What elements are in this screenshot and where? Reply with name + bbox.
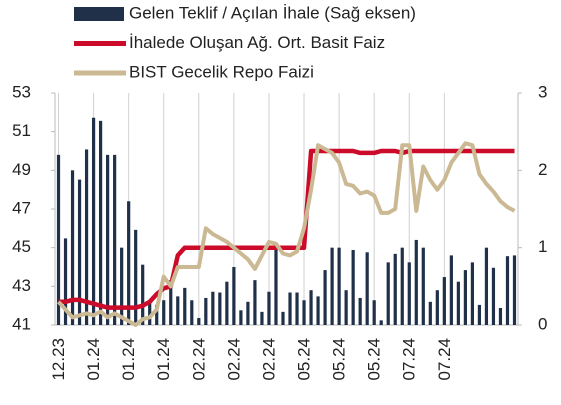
- bar: [491, 267, 496, 325]
- bar: [407, 262, 411, 325]
- y2-tick-label: 1: [538, 237, 547, 256]
- bar: [267, 291, 271, 325]
- bar: [204, 297, 208, 325]
- bar: [148, 300, 152, 325]
- bar: [344, 290, 348, 325]
- bar: [365, 252, 369, 325]
- bar: [134, 229, 138, 325]
- bar: [98, 120, 103, 325]
- bar: [232, 267, 236, 325]
- bar: [456, 281, 460, 325]
- y-tick-label: 51: [12, 121, 31, 140]
- bar: [91, 117, 96, 325]
- bar: [218, 292, 222, 325]
- bar: [505, 256, 510, 325]
- bar: [120, 247, 124, 325]
- bar: [197, 318, 201, 325]
- x-tick-label: 05.24: [295, 338, 314, 381]
- legend-label: Gelen Teklif / Açılan İhale (Sağ eksen): [129, 3, 416, 22]
- bar: [449, 255, 453, 325]
- bar: [386, 262, 390, 325]
- bar: [414, 239, 418, 325]
- legend-label: BIST Gecelik Repo Faizi: [129, 62, 314, 81]
- bar: [106, 154, 110, 325]
- bar: [70, 170, 75, 325]
- bar: [484, 247, 489, 325]
- y-tick-label: 41: [12, 314, 31, 333]
- bar: [183, 287, 187, 325]
- y-tick-label: 53: [12, 82, 31, 101]
- x-tick-label: 12.23: [49, 338, 68, 381]
- x-tick-label: 01.24: [119, 338, 138, 381]
- x-tick-label: 02.24: [224, 338, 243, 381]
- x-tick-label: 05.24: [365, 338, 384, 381]
- y-tick-label: 47: [12, 198, 31, 217]
- bar: [302, 300, 306, 325]
- bar: [77, 179, 82, 325]
- bar: [56, 154, 61, 325]
- bar: [323, 270, 327, 325]
- bar: [253, 280, 257, 325]
- bar: [477, 304, 482, 325]
- legend-swatch: [74, 7, 124, 21]
- bar: [141, 264, 145, 325]
- bar: [512, 255, 517, 325]
- bar: [239, 310, 243, 325]
- bar: [113, 154, 117, 325]
- x-tick-label: 01.24: [84, 338, 103, 381]
- bar: [379, 320, 383, 325]
- y2-tick-label: 3: [538, 82, 547, 101]
- y2-tick-label: 0: [538, 314, 547, 333]
- bar: [421, 247, 425, 325]
- bar: [155, 304, 159, 325]
- bar: [351, 249, 355, 325]
- x-tick-label: 02.24: [189, 338, 208, 381]
- y2-tick-label: 2: [538, 160, 547, 179]
- bar: [295, 292, 299, 325]
- y-tick-label: 49: [12, 160, 31, 179]
- bar: [470, 262, 475, 325]
- bar: [274, 249, 278, 325]
- bar: [127, 201, 131, 325]
- bar: [190, 300, 194, 325]
- line: [57, 141, 516, 327]
- bar: [337, 247, 341, 325]
- x-tick-label: 01.24: [154, 338, 173, 381]
- legend-label: İhalede Oluşan Ağ. Ort. Basit Faiz: [129, 33, 385, 52]
- bar: [400, 247, 404, 325]
- bar: [162, 300, 166, 325]
- x-tick-label: 07.24: [435, 338, 454, 381]
- bar: [288, 292, 292, 325]
- bar: [372, 300, 376, 325]
- x-tick-label: 02.24: [259, 338, 278, 381]
- bar: [281, 311, 285, 325]
- y-tick-label: 43: [12, 276, 31, 295]
- bar: [309, 290, 313, 325]
- bar: [169, 280, 173, 325]
- bar: [211, 291, 215, 325]
- bar: [498, 307, 503, 325]
- bar: [246, 301, 250, 325]
- bar: [260, 311, 264, 325]
- bar: [225, 281, 229, 325]
- bar: [84, 149, 89, 325]
- y-tick-label: 45: [12, 237, 31, 256]
- x-tick-label: 05.24: [330, 338, 349, 381]
- bar: [428, 301, 432, 325]
- bar: [176, 296, 180, 325]
- bar: [435, 290, 439, 325]
- bar: [358, 297, 362, 325]
- line: [58, 148, 515, 310]
- x-tick-label: 07.24: [400, 338, 419, 381]
- bar: [393, 253, 397, 325]
- bar: [442, 277, 446, 325]
- bar: [316, 296, 320, 325]
- bar: [63, 238, 68, 325]
- bar: [463, 270, 467, 325]
- bar: [330, 247, 334, 325]
